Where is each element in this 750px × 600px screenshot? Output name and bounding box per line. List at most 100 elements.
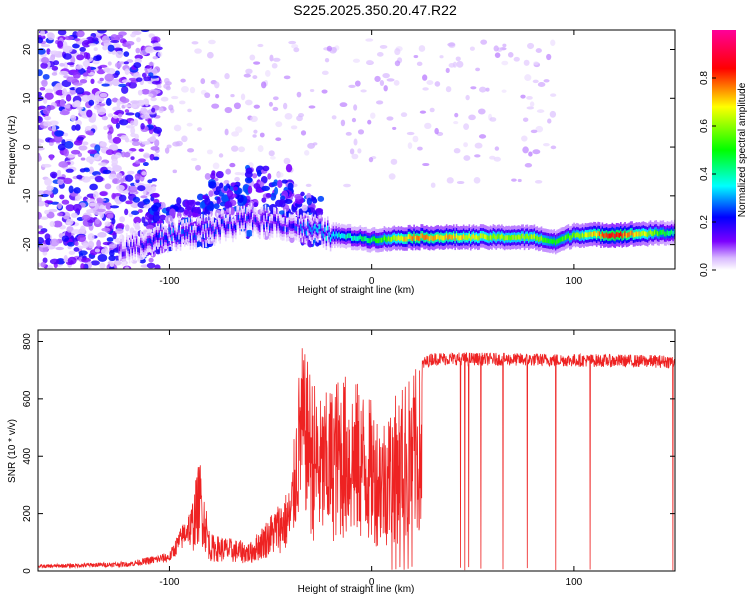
noise-cell bbox=[272, 57, 281, 62]
noise-cell bbox=[478, 108, 486, 115]
ridge-cell bbox=[469, 236, 472, 242]
ridge-cell bbox=[451, 235, 454, 241]
noise-cell bbox=[112, 136, 122, 144]
noise-cell bbox=[124, 174, 134, 182]
noise-cell bbox=[62, 177, 73, 185]
cluster-cell bbox=[237, 194, 244, 204]
ridge-cell bbox=[343, 233, 346, 239]
noise-cell bbox=[148, 257, 154, 263]
noise-cell bbox=[73, 187, 81, 194]
noise-cell bbox=[291, 44, 299, 49]
ridge-cell bbox=[526, 233, 529, 239]
ridge-cell bbox=[226, 223, 229, 229]
ridge-cell bbox=[445, 233, 448, 239]
noise-cell bbox=[275, 171, 284, 178]
noise-cell bbox=[164, 77, 170, 84]
noise-cell bbox=[38, 37, 44, 44]
ridge-cell bbox=[188, 226, 190, 232]
x-tick-label: 100 bbox=[566, 577, 583, 588]
cluster-cell bbox=[229, 162, 236, 168]
noise-cell bbox=[59, 194, 65, 200]
ridge-cell bbox=[198, 225, 200, 231]
ridge-cell bbox=[208, 229, 210, 235]
noise-cell bbox=[85, 130, 94, 136]
ridge-cell bbox=[670, 229, 673, 235]
ridge-cell bbox=[508, 235, 510, 240]
noise-cell bbox=[520, 94, 526, 99]
cluster-cell bbox=[204, 209, 211, 216]
noise-cell bbox=[143, 204, 151, 209]
noise-cell bbox=[151, 185, 157, 192]
noise-cell bbox=[534, 179, 543, 184]
noise-cell bbox=[187, 148, 195, 153]
colorbar-tick-label: 0.2 bbox=[699, 215, 710, 229]
noise-cell bbox=[81, 214, 91, 221]
ridge-cell bbox=[176, 234, 179, 240]
noise-cell bbox=[407, 142, 413, 150]
noise-cell bbox=[473, 176, 481, 184]
noise-cell bbox=[535, 125, 544, 133]
noise-cell bbox=[485, 87, 490, 92]
ridge-cell bbox=[268, 225, 271, 231]
ridge-cell bbox=[625, 233, 628, 238]
ridge-cell bbox=[611, 232, 614, 237]
ridge-cell bbox=[271, 223, 274, 229]
noise-cell bbox=[89, 183, 98, 191]
noise-cell bbox=[87, 240, 95, 249]
ridge-cell bbox=[203, 223, 206, 229]
noise-cell bbox=[275, 121, 283, 128]
noise-cell bbox=[76, 106, 84, 110]
noise-cell bbox=[463, 142, 468, 148]
spectrogram-cells bbox=[38, 30, 675, 269]
noise-cell bbox=[82, 242, 89, 249]
cluster-cell bbox=[211, 170, 216, 176]
ridge-cell bbox=[498, 233, 500, 239]
ridge-cell bbox=[301, 228, 304, 234]
ridge-cell bbox=[277, 218, 280, 224]
noise-cell bbox=[75, 87, 85, 95]
noise-cell bbox=[151, 107, 156, 113]
ridge-cell bbox=[417, 235, 420, 241]
noise-cell bbox=[253, 61, 261, 65]
ridge-cell bbox=[213, 231, 216, 237]
noise-cell bbox=[532, 149, 541, 155]
ridge-cell bbox=[273, 216, 275, 222]
ridge-cell bbox=[326, 225, 329, 231]
x-tick-label: -100 bbox=[159, 276, 179, 287]
ridge-cell bbox=[607, 233, 609, 239]
ridge-cell bbox=[421, 233, 424, 239]
noise-cell bbox=[106, 237, 114, 242]
ridge-cell bbox=[441, 235, 444, 241]
noise-cell bbox=[145, 185, 153, 192]
ridge-cell bbox=[148, 238, 151, 243]
ridge-cell bbox=[509, 235, 512, 241]
y-tick-label: 600 bbox=[22, 390, 33, 407]
noise-cell bbox=[127, 185, 138, 193]
noise-cell bbox=[81, 39, 92, 48]
ridge-cell bbox=[658, 231, 660, 237]
noise-cell bbox=[142, 76, 152, 82]
noise-cell bbox=[125, 112, 135, 116]
noise-cell bbox=[42, 257, 48, 264]
ridge-cell bbox=[662, 229, 665, 235]
ridge-cell bbox=[426, 234, 428, 240]
cluster-cell bbox=[271, 181, 278, 187]
ridge-cell bbox=[345, 234, 347, 240]
ridge-cell bbox=[331, 233, 333, 239]
noise-cell bbox=[40, 62, 48, 69]
ridge-cell bbox=[189, 235, 192, 241]
cluster-cell bbox=[298, 208, 304, 217]
ridge-cell bbox=[461, 235, 464, 241]
noise-cell bbox=[102, 45, 108, 51]
cluster-cell bbox=[186, 204, 193, 211]
ridge-cell bbox=[431, 235, 434, 241]
ridge-cell bbox=[661, 230, 663, 235]
noise-cell bbox=[379, 79, 385, 86]
ridge-cell bbox=[281, 226, 284, 232]
noise-cell bbox=[501, 89, 507, 93]
ridge-cell bbox=[196, 227, 199, 233]
noise-cell bbox=[134, 112, 141, 118]
noise-cell bbox=[38, 225, 43, 229]
cluster-cell bbox=[281, 179, 288, 184]
ridge-cell bbox=[505, 235, 507, 240]
